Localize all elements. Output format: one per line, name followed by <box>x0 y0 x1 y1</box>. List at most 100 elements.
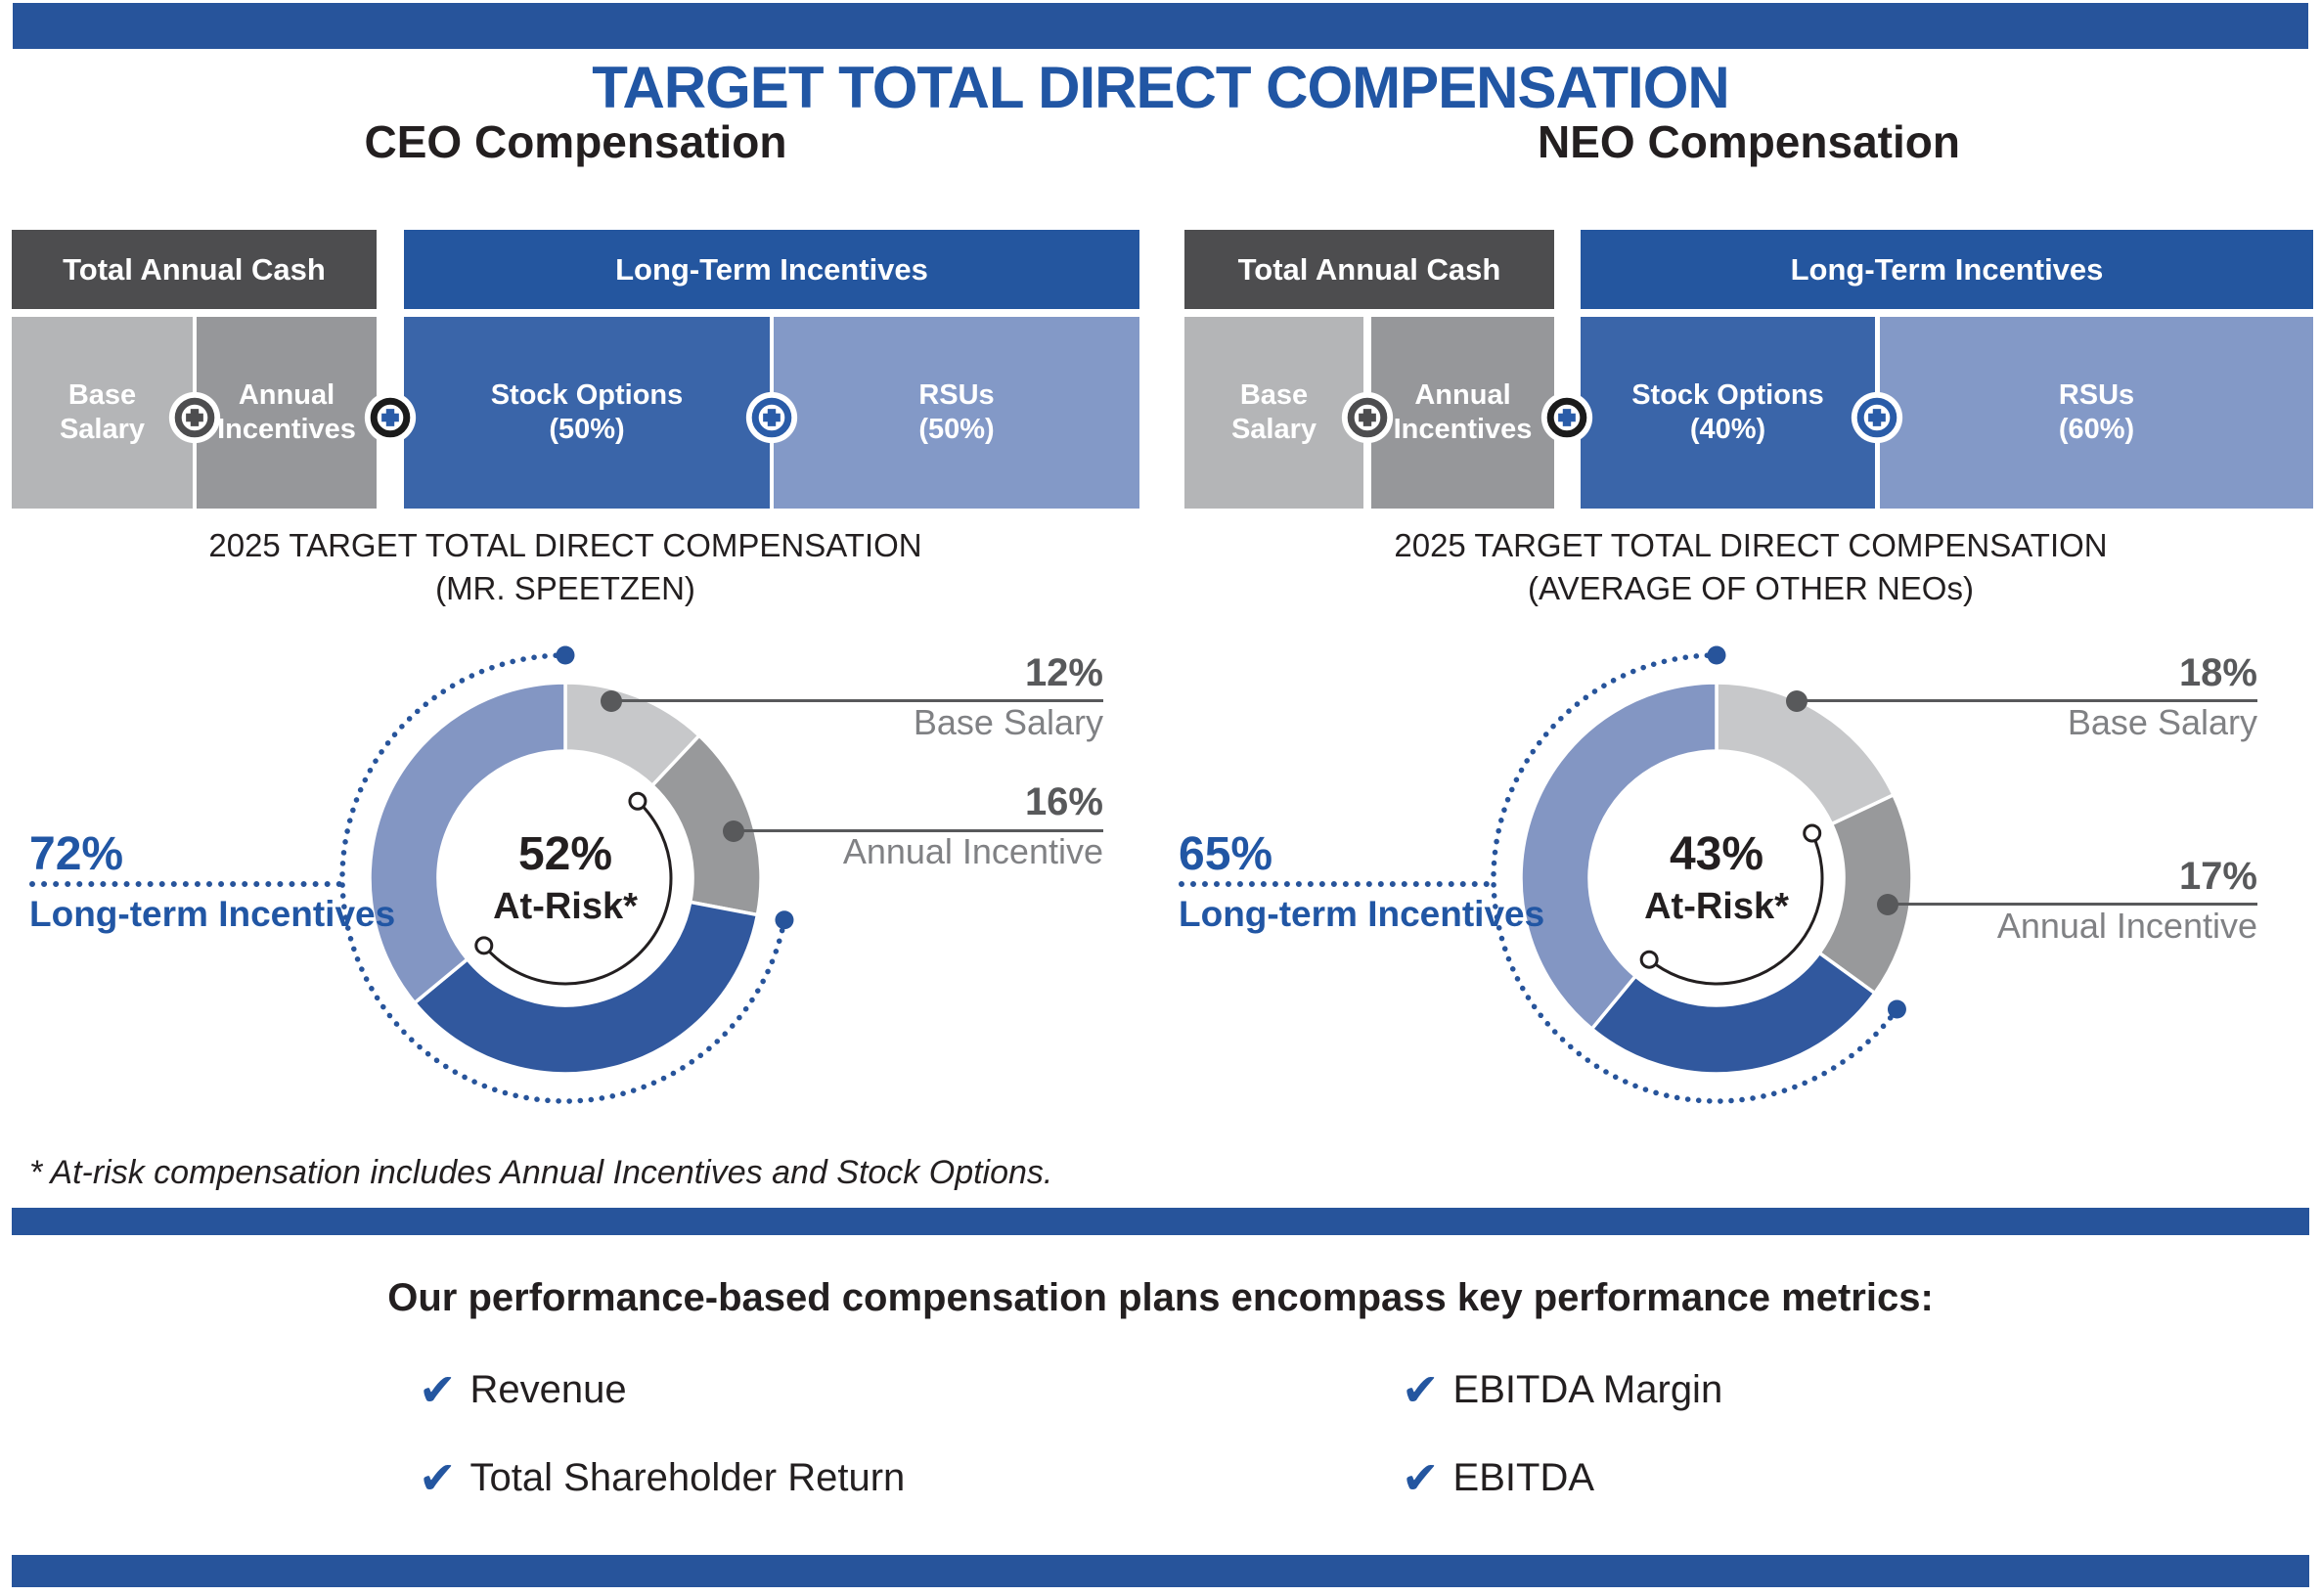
metrics-heading: Our performance-based compensation plans… <box>387 1276 1934 1319</box>
ceo-base-salary-percent: 12% <box>1024 651 1103 694</box>
metric-label: EBITDA <box>1452 1455 1595 1499</box>
check-icon: ✔ <box>419 1451 457 1504</box>
ceo-total-annual-cash-header: Total Annual Cash <box>12 230 377 309</box>
neo-lti-label: Long-term Incentives <box>1179 894 1545 934</box>
segment-label: Annual <box>1414 379 1511 412</box>
donut-segment-stock-options <box>412 900 760 1076</box>
check-icon: ✔ <box>1402 1451 1440 1504</box>
ceo-annual-incentive-callout-dot <box>723 820 744 842</box>
segment-label: RSUs <box>2058 379 2135 412</box>
at-risk-arc-end-marker <box>1639 950 1659 969</box>
caption-line: 2025 TARGET TOTAL DIRECT COMPENSATION <box>1394 527 2108 563</box>
neo-base-salary-callout-label: Base Salary <box>2067 702 2257 742</box>
neo-stock-options-segment: Stock Options (40%) <box>1581 317 1875 509</box>
top-rule-bar <box>13 3 2308 49</box>
at-risk-footnote: * At-risk compensation includes Annual I… <box>29 1154 1053 1191</box>
lti-arc-end-dot <box>775 910 794 930</box>
caption-line: (MR. SPEETZEN) <box>435 569 695 606</box>
donut-segment-rsus <box>1519 681 1718 1032</box>
neo-lti-percent: 65% <box>1179 828 1273 880</box>
neo-long-term-incentives-header: Long-Term Incentives <box>1581 230 2313 309</box>
ceo-annual-incentives-segment: Annual Incentives <box>197 317 377 509</box>
metric-label: EBITDA Margin <box>1452 1367 1723 1411</box>
at-risk-percent: 43% <box>1669 828 1764 880</box>
donut-segment-rsus <box>368 681 567 1005</box>
plus-icon <box>744 390 799 445</box>
ceo-lti-dotted-leader <box>29 881 342 887</box>
lti-arc-end-dot <box>1887 999 1906 1019</box>
metric-ebitda-margin: ✔ EBITDA Margin <box>1402 1367 1722 1412</box>
metric-label: Total Shareholder Return <box>469 1455 906 1499</box>
neo-annual-incentives-segment: Annual Incentives <box>1371 317 1554 509</box>
segment-label: Incentives <box>1393 414 1533 445</box>
lti-dotted-arc <box>1491 652 1900 1104</box>
plus-icon <box>167 390 222 445</box>
plus-icon <box>1850 390 1904 445</box>
lti-arc-top-dot <box>556 645 575 665</box>
neo-annual-incentive-callout-dot <box>1877 894 1898 915</box>
neo-rsus-segment: RSUs (60%) <box>1880 317 2313 509</box>
ceo-base-salary-segment: Base Salary <box>12 317 193 509</box>
check-icon: ✔ <box>419 1363 457 1416</box>
plus-icon <box>1340 390 1395 445</box>
ceo-base-salary-callout-line <box>611 699 1103 702</box>
separator-rule-bar <box>12 1208 2309 1235</box>
at-risk-label: At-Risk* <box>493 886 638 927</box>
plus-icon <box>1540 390 1594 445</box>
ceo-lti-label: Long-term Incentives <box>29 894 396 934</box>
ceo-annual-incentive-callout-line <box>734 829 1103 832</box>
ceo-stock-options-segment: Stock Options (50%) <box>404 317 770 509</box>
segment-label: Salary <box>59 414 146 445</box>
at-risk-arc-start-marker <box>628 791 647 811</box>
at-risk-label: At-Risk* <box>1644 886 1789 927</box>
neo-donut-svg <box>1491 645 1914 1104</box>
ceo-annual-incentive-callout-label: Annual Incentive <box>842 831 1103 871</box>
segment-label: Salary <box>1230 414 1317 445</box>
ceo-annual-incentive-percent: 16% <box>1024 780 1103 823</box>
ceo-panel-title: CEO Compensation <box>364 116 787 167</box>
segment-label: Annual <box>238 379 335 412</box>
segment-label: Stock Options <box>1631 379 1824 412</box>
segment-label: Stock Options <box>490 379 684 412</box>
neo-base-salary-callout-line <box>1797 699 2257 702</box>
segment-label: (60%) <box>2058 414 2135 445</box>
lti-dotted-arc <box>339 652 787 1104</box>
neo-donut-chart: 43% At-Risk* <box>1443 604 1990 1152</box>
ceo-donut-chart: 52% At-Risk* <box>291 604 839 1152</box>
metric-label: Revenue <box>469 1367 627 1411</box>
ceo-base-salary-callout-dot <box>601 690 622 712</box>
neo-panel-title: NEO Compensation <box>1538 116 1960 167</box>
caption-line: (AVERAGE OF OTHER NEOs) <box>1528 569 1974 606</box>
neo-annual-incentive-callout-label: Annual Incentive <box>1996 906 2257 946</box>
at-risk-percent: 52% <box>517 828 613 880</box>
check-icon: ✔ <box>1402 1363 1440 1416</box>
plus-icon <box>363 390 418 445</box>
metric-revenue: ✔ Revenue <box>419 1367 627 1412</box>
neo-base-salary-callout-dot <box>1786 690 1808 712</box>
donut-segment-stock-options <box>1589 950 1878 1076</box>
segment-label: Base <box>1239 379 1309 412</box>
neo-base-salary-segment: Base Salary <box>1184 317 1363 509</box>
metric-total-shareholder-return: ✔ Total Shareholder Return <box>419 1455 905 1500</box>
neo-at-risk-center-label: 43% At-Risk* <box>1443 828 1990 927</box>
segment-label: Incentives <box>217 414 356 445</box>
ceo-base-salary-callout-label: Base Salary <box>913 702 1103 742</box>
neo-base-salary-percent: 18% <box>2178 651 2257 694</box>
caption-line: 2025 TARGET TOTAL DIRECT COMPENSATION <box>208 527 922 563</box>
ceo-donut-svg <box>339 645 794 1104</box>
bottom-rule-bar <box>12 1555 2309 1587</box>
ceo-rsus-segment: RSUs (50%) <box>774 317 1139 509</box>
neo-donut-caption: 2025 TARGET TOTAL DIRECT COMPENSATION (A… <box>1360 524 2142 610</box>
segment-label: (50%) <box>549 414 625 445</box>
at-risk-arc-end-marker <box>474 936 494 955</box>
ceo-lti-percent: 72% <box>29 828 124 880</box>
metric-ebitda: ✔ EBITDA <box>1402 1455 1594 1500</box>
page-title: TARGET TOTAL DIRECT COMPENSATION <box>592 55 1729 120</box>
segment-label: (50%) <box>918 414 995 445</box>
ceo-donut-caption: 2025 TARGET TOTAL DIRECT COMPENSATION (M… <box>174 524 957 610</box>
neo-total-annual-cash-header: Total Annual Cash <box>1184 230 1554 309</box>
at-risk-arc-start-marker <box>1803 823 1822 843</box>
ceo-long-term-incentives-header: Long-Term Incentives <box>404 230 1139 309</box>
segment-label: RSUs <box>918 379 995 412</box>
